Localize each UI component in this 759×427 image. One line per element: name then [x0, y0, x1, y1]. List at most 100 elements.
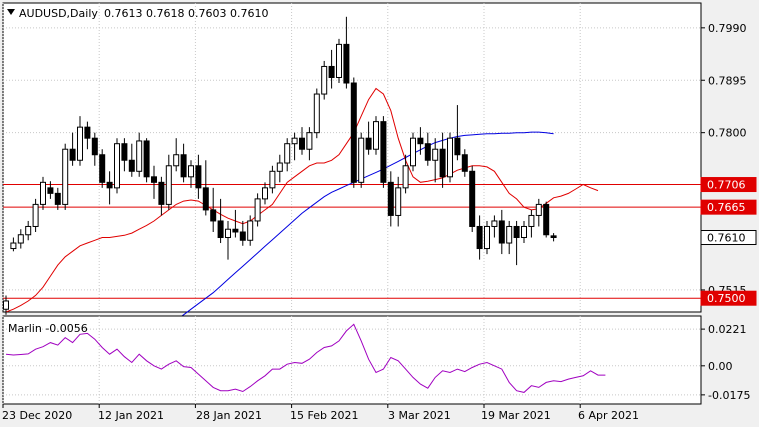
candle[interactable]	[447, 132, 453, 183]
candle[interactable]	[513, 220, 520, 266]
candle[interactable]	[535, 198, 542, 227]
candle[interactable]	[121, 138, 128, 172]
candle[interactable]	[506, 220, 513, 255]
candle[interactable]	[136, 132, 143, 177]
candle[interactable]	[498, 209, 505, 255]
candle-body	[136, 140, 143, 172]
candle[interactable]	[247, 215, 254, 246]
candle[interactable]	[276, 154, 283, 183]
candle[interactable]	[195, 154, 202, 199]
candle[interactable]	[373, 116, 379, 155]
candle[interactable]	[151, 165, 157, 199]
candle[interactable]	[491, 215, 498, 238]
candle[interactable]	[306, 127, 313, 161]
time-tick-label: 12 Jan 2021	[98, 409, 164, 422]
candle[interactable]	[358, 132, 365, 188]
candle[interactable]	[402, 154, 409, 194]
candle[interactable]	[476, 215, 483, 260]
candle[interactable]	[202, 160, 209, 216]
candle-body	[454, 137, 461, 156]
candle[interactable]	[254, 193, 261, 227]
candle[interactable]	[10, 237, 17, 252]
candle[interactable]	[350, 77, 357, 188]
candle[interactable]	[25, 220, 32, 241]
candle[interactable]	[188, 160, 194, 188]
candle[interactable]	[158, 176, 165, 216]
candle[interactable]	[432, 138, 439, 183]
candle[interactable]	[165, 154, 172, 210]
candle[interactable]	[217, 198, 224, 244]
candle[interactable]	[225, 220, 231, 260]
candle[interactable]	[395, 176, 402, 227]
candle[interactable]	[284, 138, 291, 172]
candle[interactable]	[232, 209, 239, 238]
candle[interactable]	[32, 198, 39, 232]
candle-body	[328, 65, 335, 78]
candle[interactable]	[77, 116, 83, 166]
candle-body	[232, 228, 239, 233]
candle[interactable]	[3, 295, 9, 315]
candle[interactable]	[299, 127, 305, 155]
candle[interactable]	[62, 143, 69, 210]
level-price-label: 0.7500	[707, 292, 746, 305]
candle[interactable]	[380, 116, 387, 188]
candle[interactable]	[521, 220, 527, 244]
candle-body	[47, 187, 54, 194]
candle[interactable]	[291, 132, 298, 161]
candle-body	[247, 220, 254, 241]
candle-body	[158, 181, 165, 205]
candle[interactable]	[114, 138, 120, 194]
candle[interactable]	[461, 149, 468, 177]
candle[interactable]	[439, 132, 446, 188]
candle[interactable]	[106, 171, 113, 205]
time-axis[interactable]: 23 Dec 2020 12 Jan 2021 28 Jan 2021 15 Feb …	[2, 404, 639, 422]
candles[interactable]	[3, 16, 557, 315]
candle[interactable]	[128, 143, 135, 177]
candle[interactable]	[313, 88, 320, 139]
candle-body	[195, 165, 202, 189]
candle-body	[173, 154, 180, 167]
candle[interactable]	[528, 209, 535, 238]
candle[interactable]	[269, 165, 276, 194]
candle-body	[513, 225, 520, 239]
indicator-tick-label: 0.00	[708, 360, 733, 373]
candle[interactable]	[262, 182, 268, 205]
collapse-triangle-icon[interactable]	[7, 9, 15, 15]
candle[interactable]	[387, 171, 394, 227]
candle[interactable]	[343, 16, 350, 89]
candle[interactable]	[69, 132, 76, 166]
candle-body	[128, 159, 135, 172]
candle-body	[424, 143, 431, 161]
candle[interactable]	[454, 105, 461, 161]
candle-body	[439, 148, 446, 178]
candle[interactable]	[180, 143, 187, 183]
candle[interactable]	[469, 165, 476, 232]
candle[interactable]	[54, 187, 61, 210]
candle-body	[40, 181, 46, 205]
candle[interactable]	[336, 38, 342, 84]
candle[interactable]	[143, 138, 150, 183]
candle[interactable]	[424, 132, 431, 166]
candle[interactable]	[210, 187, 217, 232]
candle-body	[91, 137, 98, 156]
candle[interactable]	[543, 201, 550, 238]
candle[interactable]	[173, 138, 180, 172]
candle[interactable]	[321, 60, 328, 100]
candle[interactable]	[410, 132, 416, 172]
indicator-tick-label: 0.0221	[708, 323, 747, 336]
candle[interactable]	[239, 220, 246, 246]
candle[interactable]	[365, 121, 372, 155]
candle[interactable]	[550, 233, 557, 242]
candle-body	[143, 140, 150, 178]
indicator-panel[interactable]	[2, 315, 702, 405]
candle[interactable]	[40, 176, 46, 210]
candle[interactable]	[91, 132, 98, 166]
candle[interactable]	[99, 149, 106, 188]
candle[interactable]	[417, 127, 424, 155]
candle[interactable]	[17, 229, 24, 249]
candle[interactable]	[328, 49, 335, 89]
candle[interactable]	[47, 181, 54, 199]
candle[interactable]	[84, 121, 91, 150]
candle[interactable]	[484, 220, 490, 255]
